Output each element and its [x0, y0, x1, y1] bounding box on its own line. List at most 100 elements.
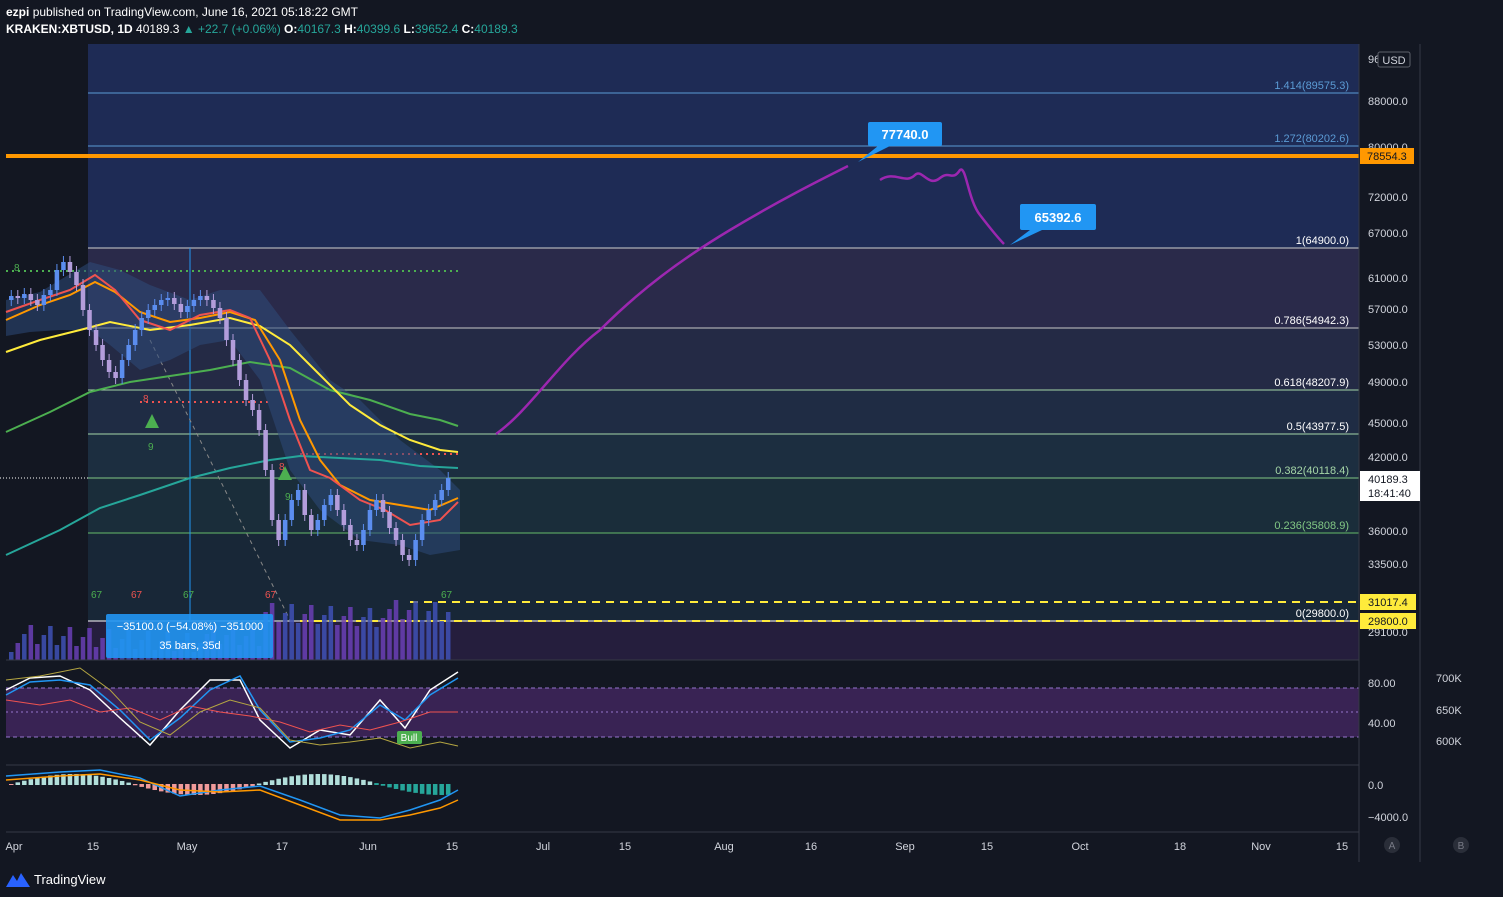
volume-bar: [15, 643, 21, 660]
volume-bar: [380, 618, 386, 660]
price-tick: 36000.0: [1368, 526, 1408, 538]
osc-line-red: [5, 699, 458, 733]
brand-text: TradingView: [34, 872, 106, 887]
currency-button[interactable]: [1377, 51, 1411, 68]
ma-green[interactable]: [5, 360, 459, 433]
price-tick: 67000.0: [1368, 228, 1408, 240]
seq-label: 67: [265, 590, 277, 601]
close-label: C:: [461, 22, 475, 36]
time-label: Nov: [1251, 841, 1271, 853]
open-label: O:: [284, 22, 298, 36]
tradingview-logo[interactable]: TradingView: [6, 872, 106, 887]
macd-line: [5, 769, 459, 819]
projection-path-up[interactable]: [495, 164, 849, 436]
fib-label: 0.618(48207.9): [1274, 377, 1349, 389]
volume-bar: [289, 604, 294, 660]
macd-bar: [315, 774, 321, 785]
fib-label: 1.414(89575.3): [1274, 80, 1349, 92]
time-label: 18: [1174, 841, 1186, 853]
open-value: 40167.3: [297, 22, 341, 36]
time-label: 15: [981, 841, 993, 853]
volume-bar: [367, 608, 373, 660]
time-label: 16: [805, 841, 817, 853]
volume-bar: [393, 600, 399, 660]
volume-bar: [22, 634, 27, 660]
time-label: 17: [276, 841, 288, 853]
candle-body: [419, 520, 425, 540]
macd-bar: [119, 780, 125, 785]
candle-body: [15, 296, 21, 298]
macd-bar: [152, 784, 157, 791]
callout-target-low[interactable]: 65392.6: [1010, 204, 1096, 245]
macd-bar: [400, 784, 405, 791]
callout-target-high[interactable]: 77740.0: [858, 122, 942, 162]
volume-bar: [100, 638, 105, 660]
volume-bar: [282, 613, 288, 660]
macd-bar: [322, 774, 327, 785]
price-axis[interactable]: [1359, 44, 1420, 862]
macd-bar: [224, 784, 229, 793]
log-scale-button[interactable]: B: [1453, 837, 1469, 853]
auto-scale-button[interactable]: A: [1384, 837, 1400, 853]
volume-bar: [335, 625, 340, 660]
macd-pane[interactable]: [5, 769, 459, 821]
price-tag-yellow-1-text: 31017.4: [1368, 597, 1408, 609]
fib-label: 0.236(35808.9): [1274, 520, 1349, 532]
last-price: 40189.3: [136, 22, 180, 36]
macd-bar: [191, 784, 197, 795]
volume-bar: [28, 625, 34, 660]
candle-body: [445, 478, 451, 490]
candle-body: [322, 505, 327, 520]
candle-body: [432, 500, 438, 510]
volume-axis[interactable]: [1420, 44, 1503, 862]
volume-bar: [348, 607, 353, 660]
last-price-tag-text: 40189.3: [1368, 474, 1408, 486]
measure-tool-box[interactable]: −35100.0 (−54.08%) −351000 35 bars, 35d: [106, 614, 273, 658]
oscillator-pane[interactable]: Bull: [5, 667, 1359, 749]
macd-histogram: [9, 774, 451, 795]
candle-body: [113, 372, 118, 378]
high-value: 40399.6: [356, 22, 401, 36]
close-value: 40189.3: [474, 22, 518, 36]
seq-label: 67: [441, 590, 453, 601]
time-axis[interactable]: Apr 15 May 17 Jun 15 Jul 15 Aug 16 Sep 1…: [5, 841, 1348, 853]
symbol-label[interactable]: KRAKEN:XBTUSD, 1D: [6, 22, 133, 36]
chart-canvas[interactable]: 1.414(89575.3) 1.272(80202.6) 1(64900.0)…: [0, 0, 1503, 862]
volume-bar: [419, 620, 425, 660]
candle-body: [348, 525, 353, 540]
volume-bar: [54, 645, 60, 660]
volume-bar: [35, 644, 40, 660]
time-label: Jun: [359, 841, 377, 853]
vol-tick: 600K: [1436, 736, 1462, 748]
candle-body: [282, 520, 288, 540]
measure-line2: 35 bars, 35d: [159, 640, 220, 652]
candles[interactable]: [9, 256, 451, 566]
projection-path-down[interactable]: [879, 168, 1005, 245]
macd-bar: [74, 774, 79, 785]
candle-body: [374, 500, 379, 510]
candle-body: [100, 345, 105, 360]
price-tick: 61000.0: [1368, 273, 1408, 285]
macd-bar: [309, 774, 314, 785]
macd-bar: [87, 774, 92, 785]
buy-signal-icon: [145, 414, 159, 428]
macd-bar: [106, 778, 112, 785]
seq-label: 9: [148, 442, 154, 453]
price-tick: 33500.0: [1368, 559, 1408, 571]
macd-tick: 0.0: [1368, 780, 1383, 792]
candle-body: [295, 490, 301, 500]
publisher-name[interactable]: ezpi: [6, 5, 30, 19]
candle-body: [230, 340, 236, 360]
macd-bar: [426, 784, 431, 795]
volume-bar: [445, 612, 451, 660]
volume-bar: [67, 627, 73, 660]
volume-bar: [302, 614, 307, 660]
macd-bar: [367, 781, 373, 785]
candle-body: [413, 540, 418, 560]
time-label: 15: [619, 841, 631, 853]
candle-body: [80, 285, 86, 310]
ma-teal[interactable]: [5, 454, 459, 556]
vol-tick: 650K: [1436, 705, 1462, 717]
currency-label: USD: [1382, 55, 1405, 67]
fib-labels: 1.414(89575.3) 1.272(80202.6) 1(64900.0)…: [1274, 80, 1349, 620]
